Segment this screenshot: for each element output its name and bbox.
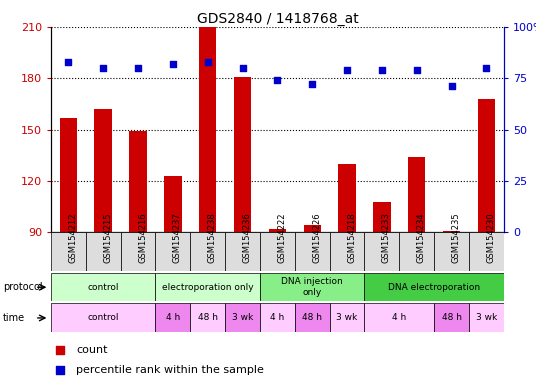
Point: [308, 81, 316, 88]
Bar: [434, 303, 469, 332]
Text: GSM154230: GSM154230: [486, 213, 495, 263]
Text: time: time: [3, 313, 25, 323]
Text: control: control: [87, 283, 119, 291]
Bar: [295, 232, 330, 271]
Bar: [338, 164, 356, 232]
Bar: [155, 303, 190, 332]
Text: 3 wk: 3 wk: [232, 313, 253, 322]
Bar: [330, 303, 364, 332]
Bar: [260, 303, 295, 332]
Bar: [469, 303, 504, 332]
Bar: [225, 303, 260, 332]
Point: [358, 79, 366, 86]
Text: 4 h: 4 h: [392, 313, 406, 322]
Text: 3 wk: 3 wk: [337, 313, 358, 322]
Text: GSM154236: GSM154236: [242, 213, 251, 263]
Point: [238, 65, 247, 71]
Title: GDS2840 / 1418768_at: GDS2840 / 1418768_at: [197, 12, 358, 26]
Text: GSM154222: GSM154222: [278, 213, 286, 263]
Text: GSM154234: GSM154234: [417, 213, 426, 263]
Bar: [164, 176, 182, 232]
Bar: [51, 303, 155, 332]
Text: GSM154216: GSM154216: [138, 213, 147, 263]
Bar: [364, 232, 399, 271]
Bar: [373, 202, 391, 232]
Text: 48 h: 48 h: [302, 313, 322, 322]
Text: GSM154212: GSM154212: [69, 213, 77, 263]
Bar: [269, 229, 286, 232]
Point: [377, 67, 386, 73]
Bar: [234, 76, 251, 232]
Point: [413, 67, 421, 73]
Bar: [408, 157, 426, 232]
Bar: [51, 232, 86, 271]
Point: [64, 59, 73, 65]
Point: [273, 77, 282, 83]
Text: GSM154233: GSM154233: [382, 213, 391, 263]
Bar: [469, 232, 504, 271]
Bar: [260, 273, 364, 301]
Bar: [51, 273, 155, 301]
Text: DNA electroporation: DNA electroporation: [388, 283, 480, 291]
Bar: [399, 232, 434, 271]
Bar: [295, 303, 330, 332]
Text: protocol: protocol: [3, 282, 42, 292]
Bar: [59, 118, 77, 232]
Point: [133, 65, 142, 71]
Text: GSM154238: GSM154238: [207, 213, 217, 263]
Point: [203, 59, 212, 65]
Text: GSM154235: GSM154235: [451, 213, 460, 263]
Bar: [260, 232, 295, 271]
Bar: [121, 232, 155, 271]
Point: [343, 67, 351, 73]
Bar: [434, 232, 469, 271]
Point: [168, 61, 177, 67]
Point: [358, 260, 366, 266]
Point: [447, 83, 456, 89]
Text: count: count: [76, 345, 108, 355]
Bar: [364, 273, 504, 301]
Text: 48 h: 48 h: [442, 313, 461, 322]
Text: GSM154237: GSM154237: [173, 213, 182, 263]
Bar: [190, 303, 225, 332]
Bar: [94, 109, 112, 232]
Text: 4 h: 4 h: [270, 313, 285, 322]
Bar: [129, 131, 147, 232]
Text: GSM154218: GSM154218: [347, 213, 356, 263]
Bar: [478, 99, 495, 232]
Text: 4 h: 4 h: [166, 313, 180, 322]
Point: [482, 65, 490, 71]
Point: [99, 65, 107, 71]
Text: 48 h: 48 h: [198, 313, 218, 322]
Bar: [155, 273, 260, 301]
Bar: [190, 232, 225, 271]
Text: 3 wk: 3 wk: [476, 313, 497, 322]
Bar: [86, 232, 121, 271]
Text: GSM154226: GSM154226: [312, 213, 321, 263]
Text: GSM154215: GSM154215: [103, 213, 112, 263]
Bar: [303, 225, 321, 232]
Text: DNA injection
only: DNA injection only: [281, 277, 343, 297]
Bar: [199, 27, 217, 232]
Bar: [225, 232, 260, 271]
Bar: [364, 303, 434, 332]
Text: control: control: [87, 313, 119, 322]
Bar: [443, 231, 460, 232]
Bar: [330, 232, 364, 271]
Text: electroporation only: electroporation only: [162, 283, 254, 291]
Text: percentile rank within the sample: percentile rank within the sample: [76, 364, 264, 375]
Bar: [155, 232, 190, 271]
